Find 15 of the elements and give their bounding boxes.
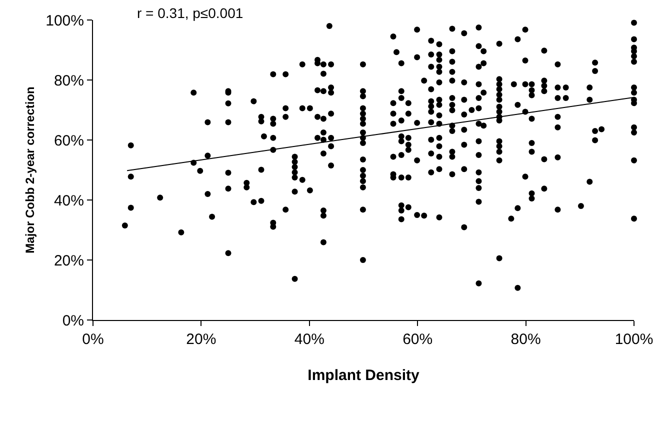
- y-tick-label: 80%: [54, 72, 84, 90]
- x-tick-label: 40%: [294, 331, 324, 348]
- x-tick-label: 0%: [82, 331, 104, 348]
- y-axis-title: Major Cobb 2-year correction: [22, 86, 37, 254]
- x-tick-label: 60%: [402, 331, 433, 348]
- x-tick-label: 20%: [186, 331, 216, 348]
- x-tick-label: 80%: [510, 331, 541, 348]
- y-tick-label: 20%: [54, 252, 84, 270]
- y-tick-label: 40%: [54, 192, 84, 210]
- x-tick-label: 100%: [614, 331, 654, 348]
- y-tick-label: 0%: [62, 312, 84, 330]
- y-tick-label: 100%: [46, 12, 84, 30]
- x-axis-title: Implant Density: [308, 367, 420, 384]
- y-tick-label: 60%: [54, 132, 84, 150]
- chart-title: r = 0.31, p≤0.001: [137, 4, 244, 21]
